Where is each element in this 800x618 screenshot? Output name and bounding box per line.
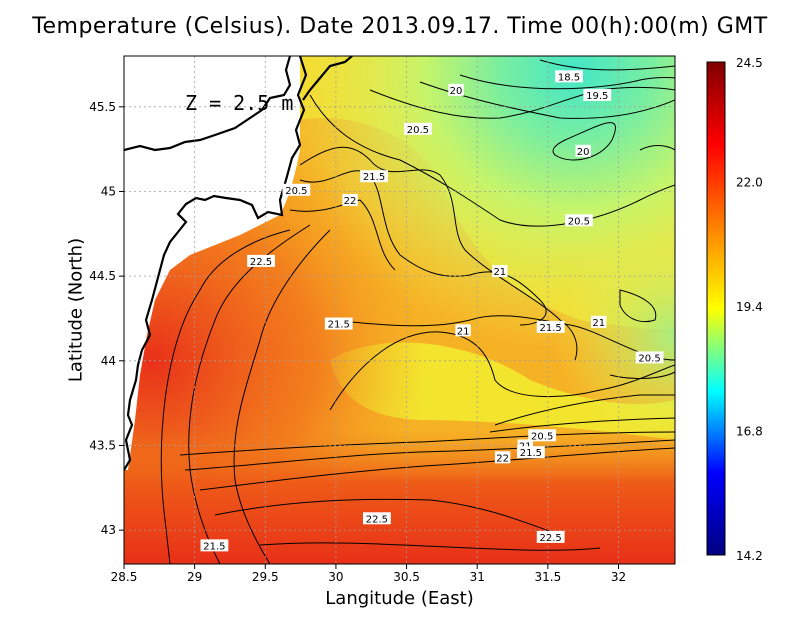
x-tick-label: 32	[611, 570, 626, 584]
contour-label: 21.5	[520, 448, 542, 459]
colorbar-tick-label: 24.5	[736, 56, 763, 70]
x-tick-label: 30	[328, 570, 343, 584]
contour-label-bg	[536, 530, 565, 543]
contour-label: 22.5	[540, 533, 562, 544]
y-axis-ticks: 43 43.5 44 44.5 45 45.5	[89, 100, 124, 537]
contour-label-bg	[362, 512, 391, 525]
contour-label: 18.5	[558, 72, 580, 83]
contour-label: 19.5	[586, 91, 608, 102]
contour-label-bg	[494, 451, 511, 464]
coastline	[124, 56, 353, 471]
colorbar-tick-label: 22.0	[736, 176, 763, 190]
colorbar: 24.5 22.0 19.4 16.8 14.2	[706, 56, 763, 563]
contour-label: 21.5	[203, 541, 225, 552]
contour-label: 22.5	[250, 257, 272, 268]
x-tick-label: 29	[187, 570, 202, 584]
x-tick-label: 29.5	[252, 570, 279, 584]
contour-label-bg	[492, 265, 508, 278]
contour-label-bg	[536, 320, 565, 333]
x-axis-ticks: 28.5 29 29.5 30 30.5 31 31.5 32	[111, 564, 626, 584]
colorbar-tick-label: 14.2	[736, 549, 763, 563]
y-tick-label: 44	[101, 354, 116, 368]
contour-label: 20.5	[407, 125, 429, 136]
contour-label: 22	[344, 196, 357, 207]
contour-label-bg	[247, 254, 275, 267]
contour-label: 20	[450, 86, 463, 97]
contour-label-bg	[583, 88, 612, 101]
contour-label-bg	[591, 315, 607, 328]
contour-label-bg	[528, 429, 557, 442]
contour-label-bg	[555, 70, 583, 83]
x-tick-label: 28.5	[111, 570, 138, 584]
x-tick-label: 30.5	[393, 570, 420, 584]
contour-label: 22	[496, 453, 509, 464]
plot-frame	[123, 55, 676, 565]
contour-label: 21.5	[328, 320, 350, 331]
x-tick-label: 31.5	[534, 570, 561, 584]
y-tick-label: 45	[101, 184, 116, 198]
contour-label: 21.5	[363, 172, 385, 183]
contour-label-bg	[448, 83, 464, 96]
contour-label-bg	[635, 351, 664, 364]
colorbar-tick-label: 16.8	[736, 425, 763, 439]
y-tick-label: 43	[101, 523, 116, 537]
contour-label-bg	[360, 170, 388, 183]
isotherms	[160, 59, 675, 564]
y-tick-label: 43.5	[89, 438, 116, 452]
contour-label: 20.5	[638, 353, 660, 364]
x-axis-label: Langitude (East)	[325, 588, 474, 609]
contour-label-bg	[455, 324, 471, 337]
contour-label: 20.5	[568, 216, 590, 227]
contour-label-bg	[342, 193, 358, 206]
contour-label: 20.5	[531, 431, 553, 442]
contour-label: 21	[592, 318, 605, 329]
contour-label-bg	[282, 183, 311, 196]
colorbar-ticks: 24.5 22.0 19.4 16.8 14.2	[736, 56, 763, 563]
depth-label: Z = 2.5 m	[185, 91, 293, 115]
contour-label-bg	[200, 539, 229, 552]
grid-lines	[124, 56, 675, 564]
contour-label-bg	[403, 122, 432, 135]
x-tick-label: 31	[470, 570, 485, 584]
contour-label: 22.5	[366, 514, 388, 525]
contour-label-bg	[565, 214, 593, 227]
contour-label: 21	[457, 326, 470, 337]
contour-label: 20.5	[285, 186, 307, 197]
y-tick-label: 45.5	[89, 100, 116, 114]
contour-label-bg	[575, 144, 591, 157]
contour-label-bg	[324, 317, 353, 330]
y-tick-label: 44.5	[89, 269, 116, 283]
contour-labels: 18.5 19.5 20 20.5 20 21.5 20.5 22 20.5 22.5 21 21.5…	[200, 70, 664, 552]
colorbar-tick-label: 19.4	[736, 300, 763, 314]
contour-label: 21.5	[540, 323, 562, 334]
contour-label: 20	[577, 147, 590, 158]
colorbar-gradient	[706, 61, 726, 556]
chart-title: Temperature (Celsius). Date 2013.09.17. …	[32, 14, 768, 39]
land-mask	[124, 56, 300, 470]
contour-label-bg	[516, 446, 545, 459]
contour-label: 21	[493, 267, 506, 278]
